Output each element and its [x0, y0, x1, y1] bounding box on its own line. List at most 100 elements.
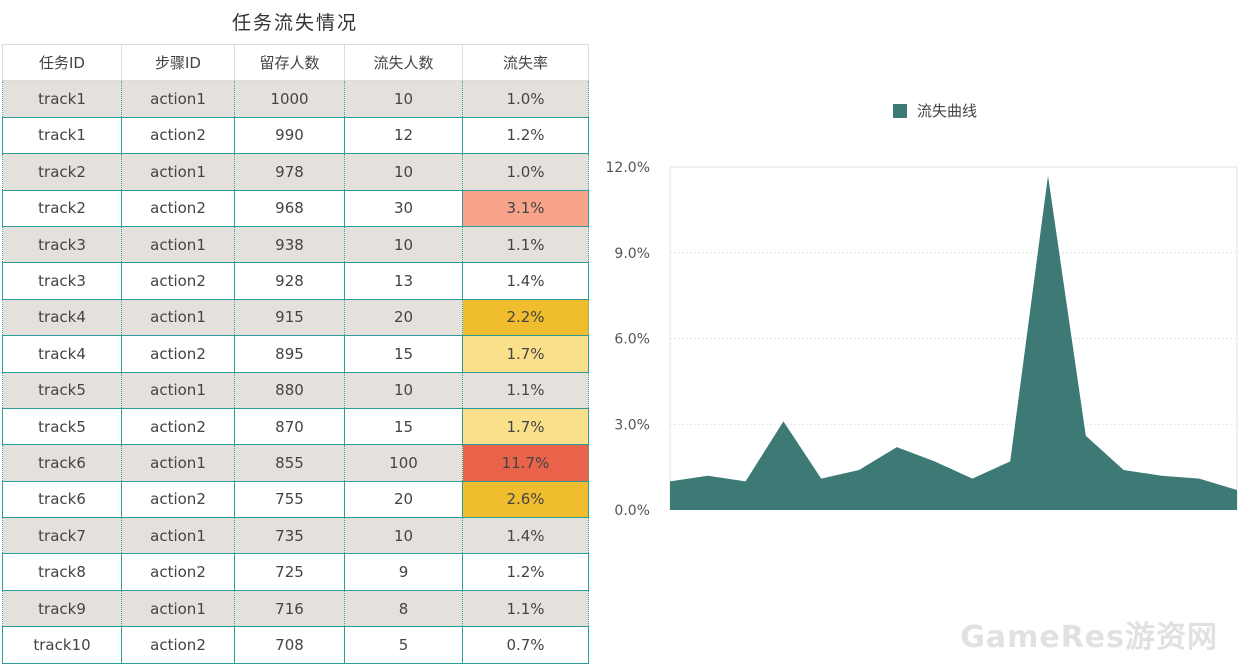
cell-task-id: track5	[2, 407, 122, 446]
y-tick-label: 6.0%	[614, 332, 650, 348]
table-header-row: 任务ID 步骤ID 留存人数 流失人数 流失率	[2, 43, 589, 82]
cell-retained: 990	[234, 116, 345, 155]
header-task-id: 任务ID	[2, 43, 122, 82]
cell-rate: 1.2%	[462, 116, 589, 155]
cell-step-id: action2	[121, 189, 235, 227]
cell-rate: 1.7%	[462, 335, 589, 373]
cell-rate: 1.0%	[462, 153, 589, 191]
table-row: track2 action1 978 10 1.0%	[2, 153, 589, 191]
cell-task-id: track6	[2, 444, 122, 482]
table-row: track1 action1 1000 10 1.0%	[2, 80, 589, 118]
table-row: track10 action2 708 5 0.7%	[2, 626, 589, 664]
table-row: track4 action1 915 20 2.2%	[2, 298, 589, 337]
header-rate: 流失率	[462, 43, 589, 82]
cell-retained: 928	[234, 262, 345, 300]
cell-retained: 895	[234, 335, 345, 373]
cell-retained: 880	[234, 371, 345, 409]
table-row: track9 action1 716 8 1.1%	[2, 589, 589, 628]
cell-retained: 716	[234, 589, 345, 628]
table-row: track5 action2 870 15 1.7%	[2, 407, 589, 446]
table-row: track6 action1 855 100 11.7%	[2, 444, 589, 482]
cell-rate: 1.7%	[462, 407, 589, 446]
cell-lost: 10	[344, 80, 463, 118]
cell-step-id: action2	[121, 407, 235, 446]
cell-rate: 1.0%	[462, 80, 589, 118]
cell-step-id: action2	[121, 335, 235, 373]
table-row: track2 action2 968 30 3.1%	[2, 189, 589, 227]
cell-task-id: track10	[2, 626, 122, 664]
cell-lost: 10	[344, 153, 463, 191]
cell-retained: 968	[234, 189, 345, 227]
cell-rate: 11.7%	[462, 444, 589, 482]
cell-step-id: action1	[121, 225, 235, 264]
cell-task-id: track8	[2, 553, 122, 591]
cell-lost: 12	[344, 116, 463, 155]
cell-step-id: action1	[121, 589, 235, 628]
cell-task-id: track5	[2, 371, 122, 409]
cell-task-id: track4	[2, 298, 122, 337]
table-row: track1 action2 990 12 1.2%	[2, 116, 589, 155]
cell-step-id: action2	[121, 553, 235, 591]
cell-step-id: action1	[121, 80, 235, 118]
cell-step-id: action1	[121, 444, 235, 482]
cell-task-id: track1	[2, 80, 122, 118]
cell-task-id: track2	[2, 153, 122, 191]
table-row: track6 action2 755 20 2.6%	[2, 480, 589, 519]
cell-rate: 2.6%	[462, 480, 589, 519]
cell-rate: 2.2%	[462, 298, 589, 337]
y-tick-label: 12.0%	[606, 160, 650, 176]
table-body: track1 action1 1000 10 1.0% track1 action2 990 1…	[2, 80, 589, 664]
cell-lost: 20	[344, 298, 463, 337]
cell-step-id: action2	[121, 262, 235, 300]
cell-rate: 1.1%	[462, 589, 589, 628]
cell-step-id: action2	[121, 626, 235, 664]
cell-rate: 0.7%	[462, 626, 589, 664]
cell-lost: 10	[344, 517, 463, 555]
cell-lost: 20	[344, 480, 463, 519]
chart-area: 0.0% 3.0% 6.0% 9.0% 12.0% 流失曲线	[595, 95, 1240, 525]
header-retained: 留存人数	[234, 43, 345, 82]
watermark: GameRes游资网	[960, 620, 1218, 655]
cell-lost: 15	[344, 335, 463, 373]
cell-lost: 30	[344, 189, 463, 227]
cell-step-id: action2	[121, 480, 235, 519]
cell-lost: 10	[344, 371, 463, 409]
cell-retained: 755	[234, 480, 345, 519]
cell-rate: 1.1%	[462, 225, 589, 264]
cell-retained: 708	[234, 626, 345, 664]
plot-border	[669, 166, 1238, 510]
table-row: track8 action2 725 9 1.2%	[2, 553, 589, 591]
cell-retained: 1000	[234, 80, 345, 118]
cell-step-id: action1	[121, 517, 235, 555]
cell-lost: 13	[344, 262, 463, 300]
legend-swatch	[893, 104, 907, 118]
legend-label: 流失曲线	[917, 102, 977, 120]
cell-lost: 15	[344, 407, 463, 446]
table-row: track7 action1 735 10 1.4%	[2, 517, 589, 555]
cell-rate: 1.1%	[462, 371, 589, 409]
cell-retained: 735	[234, 517, 345, 555]
header-lost: 流失人数	[344, 43, 463, 82]
cell-retained: 938	[234, 225, 345, 264]
cell-lost: 100	[344, 444, 463, 482]
header-step-id: 步骤ID	[121, 43, 235, 82]
cell-task-id: track6	[2, 480, 122, 519]
cell-retained: 915	[234, 298, 345, 337]
cell-task-id: track7	[2, 517, 122, 555]
cell-retained: 725	[234, 553, 345, 591]
table-row: track3 action2 928 13 1.4%	[2, 262, 589, 300]
y-tick-label: 0.0%	[614, 503, 650, 519]
churn-area-chart: 0.0% 3.0% 6.0% 9.0% 12.0% 流失曲线	[606, 102, 1238, 519]
churn-table: 任务ID 步骤ID 留存人数 流失人数 流失率 track1 action1 100…	[2, 43, 589, 664]
cell-lost: 9	[344, 553, 463, 591]
series-area	[670, 175, 1237, 510]
cell-task-id: track3	[2, 225, 122, 264]
cell-rate: 1.2%	[462, 553, 589, 591]
cell-retained: 870	[234, 407, 345, 446]
y-tick-label: 3.0%	[614, 417, 650, 433]
cell-task-id: track9	[2, 589, 122, 628]
cell-rate: 1.4%	[462, 517, 589, 555]
cell-lost: 10	[344, 225, 463, 264]
cell-lost: 5	[344, 626, 463, 664]
cell-rate: 1.4%	[462, 262, 589, 300]
